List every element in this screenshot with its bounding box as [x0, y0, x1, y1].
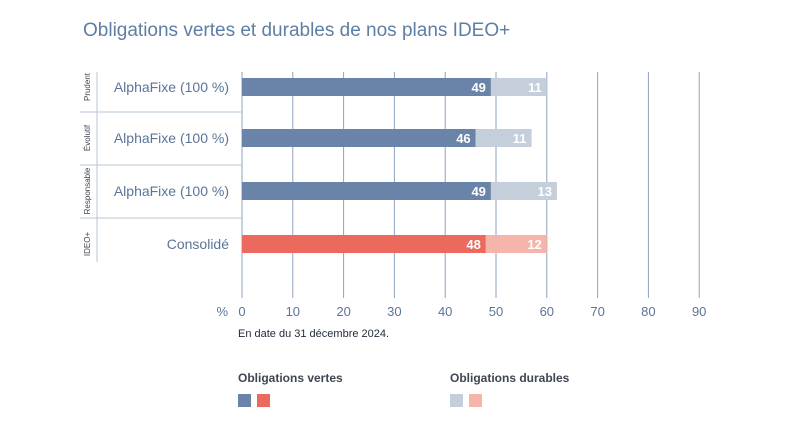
x-tick-label: 50	[489, 304, 503, 319]
x-tick-label: 90	[692, 304, 706, 319]
chart-title: Obligations vertes et durables de nos pl…	[83, 20, 511, 41]
x-tick-label: 0	[238, 304, 245, 319]
data-label-green: 49	[471, 80, 485, 95]
data-label-sustainable: 13	[537, 184, 551, 199]
bar-green	[242, 182, 491, 200]
bar-sustainable	[490, 182, 557, 200]
x-tick-label: 10	[286, 304, 300, 319]
category-label: Consolidé	[167, 236, 229, 252]
data-label-sustainable: 12	[527, 237, 541, 252]
bar-sustainable	[485, 235, 547, 253]
x-tick-label: 60	[540, 304, 554, 319]
bar-green	[242, 129, 476, 147]
x-tick-label: 20	[336, 304, 350, 319]
legend-swatch-green-plans	[238, 394, 251, 407]
bar-green	[242, 235, 486, 253]
legend-swatch-sustainable-consolidated	[469, 394, 482, 407]
group-label: Évolutif	[83, 124, 92, 151]
x-tick-label: 80	[641, 304, 655, 319]
legend-sustainable-heading: Obligations durables	[450, 371, 570, 385]
data-label-green: 49	[471, 184, 485, 199]
category-label: AlphaFixe (100 %)	[114, 79, 229, 95]
legend-swatch-sustainable-plans	[450, 394, 463, 407]
x-tick-label: 40	[438, 304, 452, 319]
date-note: En date du 31 décembre 2024.	[238, 328, 390, 340]
legend-green-heading: Obligations vertes	[238, 371, 343, 385]
bar-sustainable	[475, 129, 532, 147]
x-axis-unit-label: %	[216, 304, 228, 319]
group-label: Prudent	[83, 72, 92, 101]
group-label: IDEO+	[83, 232, 92, 257]
bar-green	[242, 78, 491, 96]
category-label: AlphaFixe (100 %)	[114, 130, 229, 146]
bar-sustainable	[490, 78, 547, 96]
x-tick-label: 30	[387, 304, 401, 319]
x-tick-label: 70	[590, 304, 604, 319]
data-label-green: 48	[466, 237, 480, 252]
category-label: AlphaFixe (100 %)	[114, 183, 229, 199]
data-label-sustainable: 11	[528, 80, 542, 95]
legend-swatch-green-consolidated	[257, 394, 270, 407]
data-label-sustainable: 11	[513, 131, 527, 146]
group-label: Responsable	[83, 167, 92, 214]
data-label-green: 46	[456, 131, 470, 146]
